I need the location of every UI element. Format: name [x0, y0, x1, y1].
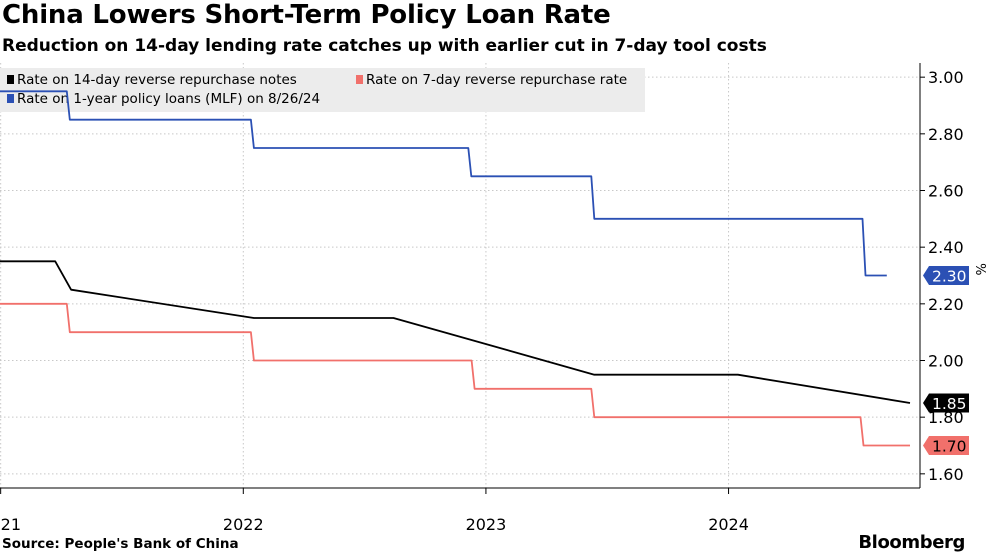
last-value-badge [923, 436, 969, 455]
legend-label: Rate on 1-year policy loans (MLF) on 8/2… [17, 91, 320, 107]
chart-subtitle: Reduction on 14-day lending rate catches… [2, 36, 767, 56]
y-tick-label: 2.20 [928, 295, 964, 314]
last-value-badge [923, 393, 969, 413]
series-line [0, 302, 910, 447]
legend-label: Rate on 7-day reverse repurchase rate [366, 72, 627, 88]
brand-logo: Bloomberg [858, 532, 965, 553]
y-tick-label: 1.80 [928, 408, 964, 427]
legend: Rate on 14-day reverse repurchase notes R… [0, 68, 645, 112]
legend-swatch [7, 94, 14, 103]
chart-title: China Lowers Short-Term Policy Loan Rate [2, 0, 611, 30]
x-tick-label: 2022 [223, 515, 264, 534]
y-tick-label: 2.80 [928, 125, 964, 144]
series-line [0, 260, 911, 404]
source-note: Source: People's Bank of China [2, 536, 239, 552]
last-value-badge [923, 266, 969, 285]
grid [0, 63, 920, 488]
legend-swatch [356, 75, 363, 84]
last-value-label: 1.70 [932, 438, 967, 456]
last-value-label: 2.30 [932, 268, 967, 286]
y-tick-label: 2.60 [928, 182, 964, 201]
legend-label: Rate on 14-day reverse repurchase notes [17, 72, 297, 88]
x-tick-label: 2024 [708, 515, 749, 534]
y-tick-label: 2.40 [928, 238, 964, 257]
x-tick-label: 2023 [466, 515, 507, 534]
series-line [0, 90, 887, 277]
legend-swatch [7, 75, 14, 84]
last-value-label: 1.85 [932, 395, 967, 413]
y-axis-unit: % [972, 263, 987, 275]
axes: 1.60 1.80 2.00 2.20 2.40 2.60 2.80 3.00 2021 2022… [0, 63, 987, 534]
x-tick-label: 2021 [0, 515, 21, 534]
series-lines [0, 90, 911, 447]
y-tick-label: 1.60 [928, 465, 964, 484]
y-tick-label: 2.00 [928, 352, 964, 371]
legend-background [0, 68, 645, 112]
last-value-badges: 1.85 1.70 2.30 [923, 266, 969, 456]
y-tick-label: 3.00 [928, 68, 964, 87]
